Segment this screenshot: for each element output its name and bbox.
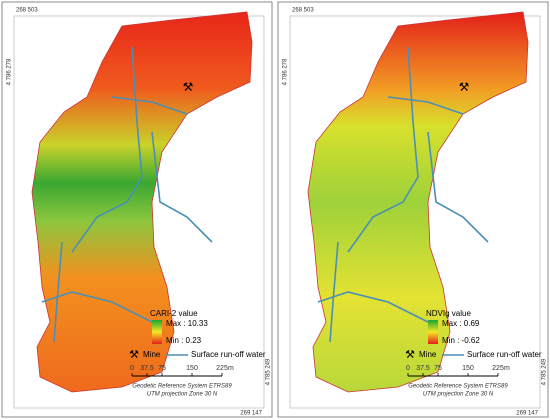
- legend-min: Min : -0.62: [442, 336, 480, 345]
- mine-symbol: ⚒: [405, 349, 415, 361]
- coord-label: 268 503: [292, 8, 314, 14]
- scale-label: 225: [492, 365, 504, 372]
- run-off-water: [151, 131, 213, 243]
- reference-text: UTM projection Zone 30 N: [147, 392, 218, 398]
- scale-label: 225: [216, 365, 228, 372]
- scale-unit: m: [228, 365, 234, 372]
- coord-label: 4 786 278: [7, 58, 13, 85]
- study-area: [307, 11, 529, 393]
- coord-label: 4 786 278: [283, 58, 289, 85]
- run-off-water: [387, 96, 464, 115]
- legend-ramp: [152, 320, 162, 344]
- coord-label: 4 785 249: [542, 358, 548, 385]
- coord-label: 4 785 249: [266, 358, 272, 385]
- reference-text: Geodetic Reference System ETRS89: [132, 384, 232, 390]
- map-panel: 268 503 4 786 278 4 785 249 269 147 ⚒ CARI-2 …: [1, 1, 273, 418]
- run-off-water: [111, 96, 188, 115]
- reference-text: Geodetic Reference System ETRS89: [408, 384, 508, 390]
- scale-label: 0: [406, 365, 410, 372]
- coord-label: 268 503: [16, 8, 38, 14]
- legend-mine: Mine: [143, 350, 161, 359]
- panel-border: [1, 1, 273, 418]
- scale-label: 75: [434, 365, 442, 372]
- scale-label: 0: [130, 365, 134, 372]
- scale-label: 150: [186, 365, 198, 372]
- legend-water: Surface run-off water: [191, 350, 266, 359]
- panel-border: [277, 1, 549, 418]
- scale-label: 150: [462, 365, 474, 372]
- mine-symbol: ⚒: [129, 349, 139, 361]
- map-frame: [13, 15, 265, 409]
- legend-title: NDVIg value: [426, 309, 471, 318]
- coord-label: 269 147: [516, 411, 538, 417]
- legend-title: CARI-2 value: [150, 309, 198, 318]
- coord-label: 269 147: [240, 411, 262, 417]
- run-off-water: [427, 131, 489, 243]
- mine-icon: ⚒: [183, 80, 194, 94]
- map-frame: [289, 15, 541, 409]
- mine-icon: ⚒: [459, 80, 470, 94]
- legend-water: Surface run-off water: [467, 350, 542, 359]
- scale-label: 37.5: [140, 365, 154, 372]
- study-area: [31, 11, 253, 393]
- legend-max: Max : 0.69: [442, 319, 480, 328]
- run-off-water: [329, 241, 339, 343]
- run-off-water: [71, 46, 143, 253]
- legend-ramp: [428, 320, 438, 344]
- legend-max: Max : 10.33: [166, 319, 208, 328]
- reference-text: UTM projection Zone 30 N: [423, 392, 494, 398]
- scale-unit: m: [504, 365, 510, 372]
- run-off-water: [53, 241, 63, 343]
- run-off-water: [347, 46, 419, 253]
- scale-label: 37.5: [416, 365, 430, 372]
- map-panel: 268 503 4 786 278 4 785 249 269 147 ⚒ NDVIg v…: [277, 1, 549, 418]
- scale-label: 75: [158, 365, 166, 372]
- legend-min: Min : 0.23: [166, 336, 202, 345]
- legend-mine: Mine: [419, 350, 437, 359]
